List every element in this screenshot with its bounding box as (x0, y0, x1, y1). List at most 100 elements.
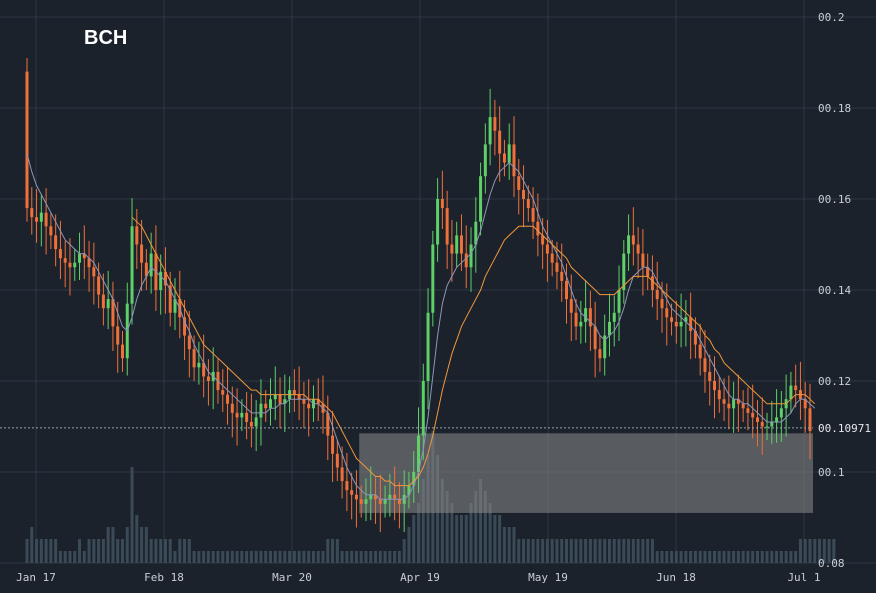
volume-bar (670, 551, 674, 563)
volume-bar (183, 539, 187, 563)
candle-body (259, 403, 263, 418)
candle-body (488, 117, 492, 145)
volume-bar (331, 539, 335, 563)
volume-bar (708, 551, 712, 563)
candle-body (421, 381, 425, 436)
candle-body (364, 499, 368, 504)
candle-body (374, 494, 378, 500)
candle-body (431, 244, 435, 313)
volume-bar (197, 551, 201, 563)
candle-body (254, 417, 258, 427)
volume-bar (163, 539, 167, 563)
volume-bar (254, 551, 258, 563)
candle-body (636, 244, 640, 254)
volume-bar (555, 539, 559, 563)
y-tick-label: 00.12 (818, 375, 851, 388)
volume-bar (235, 551, 239, 563)
candle-body (192, 349, 196, 368)
volume-bar (383, 551, 387, 563)
volume-bar (469, 503, 473, 563)
volume-layer (25, 431, 836, 563)
candle-body (722, 399, 726, 404)
volume-bar (292, 551, 296, 563)
volume-bar (502, 527, 506, 563)
candle-body (660, 299, 664, 309)
candle-body (665, 308, 669, 318)
volume-bar (770, 551, 774, 563)
volume-bar (192, 551, 196, 563)
volume-bar (574, 539, 578, 563)
candle-body (684, 317, 688, 322)
y-tick-label: 00.14 (818, 284, 851, 297)
volume-bar (364, 551, 368, 563)
volume-bar (517, 539, 521, 563)
volume-bar (541, 539, 545, 563)
candle-body (82, 253, 86, 259)
volume-bar (101, 539, 105, 563)
volume-bar (273, 551, 277, 563)
x-tick-label: Jan 17 (16, 571, 56, 584)
volume-bar (149, 539, 153, 563)
candle-body (670, 317, 674, 322)
volume-bar (106, 527, 110, 563)
volume-bar (92, 539, 96, 563)
volume-bar (120, 539, 124, 563)
volume-bar (584, 539, 588, 563)
candle-body (197, 362, 201, 368)
volume-bar (483, 491, 487, 563)
volume-bar (78, 539, 82, 563)
volume-bar (526, 539, 530, 563)
volume-bar (144, 527, 148, 563)
y-tick-label: 0.08 (818, 557, 845, 570)
candle-body (450, 244, 454, 254)
candle-body (49, 226, 53, 236)
volume-bar (689, 551, 693, 563)
candle-body (63, 258, 67, 263)
candle-body (97, 276, 101, 295)
candle-body (708, 371, 712, 381)
candle-body (526, 199, 530, 209)
volume-bar (746, 551, 750, 563)
volume-bar (340, 551, 344, 563)
candle-body (245, 412, 249, 422)
candle-body (268, 399, 272, 409)
volume-bar (536, 539, 540, 563)
candle-body (593, 326, 597, 350)
volume-bar (288, 551, 292, 563)
candle-body (345, 481, 349, 491)
candle-body (340, 467, 344, 482)
volume-bar (732, 551, 736, 563)
candle-body (383, 499, 387, 504)
volume-bar (350, 551, 354, 563)
volume-bar (321, 551, 325, 563)
candle-body (502, 153, 506, 163)
volume-bar (240, 551, 244, 563)
volume-bar (565, 539, 569, 563)
candle-body (736, 399, 740, 404)
candle-body (369, 494, 373, 500)
volume-bar (25, 539, 29, 563)
x-tick-label: Mar 20 (272, 571, 312, 584)
candle-body (226, 394, 230, 404)
volume-bar (412, 515, 416, 563)
candle-body (579, 321, 583, 327)
volume-bar (369, 551, 373, 563)
volume-bar (44, 539, 48, 563)
volume-bar (693, 551, 697, 563)
candle-body (101, 294, 105, 309)
volume-bar (765, 551, 769, 563)
candle-body (350, 490, 354, 495)
candle-body (230, 403, 234, 413)
candle-body (498, 130, 502, 154)
candle-body (354, 494, 358, 500)
volume-bar (512, 527, 516, 563)
candle-body (120, 344, 124, 359)
volume-bar (545, 539, 549, 563)
volume-bar (741, 551, 745, 563)
volume-bar (646, 539, 650, 563)
volume-bar (268, 551, 272, 563)
volume-bar (249, 551, 253, 563)
volume-bar (560, 539, 564, 563)
volume-bar (488, 503, 492, 563)
candle-body (531, 208, 535, 222)
